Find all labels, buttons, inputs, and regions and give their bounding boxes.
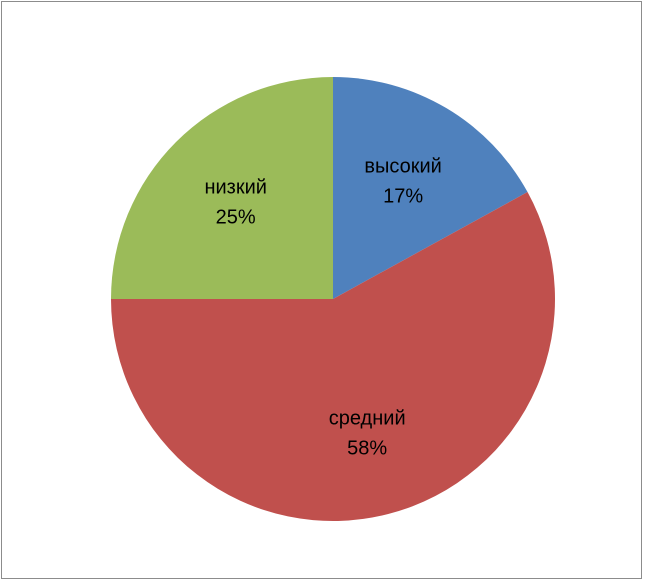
- slice-category-label: низкий: [204, 177, 266, 199]
- pie-slice-2: [111, 77, 333, 299]
- slice-percent-label: 17%: [383, 186, 423, 208]
- pie-slices: [111, 77, 555, 521]
- pie-slice-1: [111, 192, 555, 521]
- slice-percent-label: 58%: [347, 437, 387, 459]
- slice-percent-label: 25%: [216, 207, 256, 229]
- pie-labels: высокий 17% средний 58% низкий 25%: [204, 156, 441, 460]
- slice-category-label: высокий: [364, 156, 441, 178]
- slice-category-label: средний: [329, 407, 406, 429]
- pie-slice-0: [333, 77, 528, 299]
